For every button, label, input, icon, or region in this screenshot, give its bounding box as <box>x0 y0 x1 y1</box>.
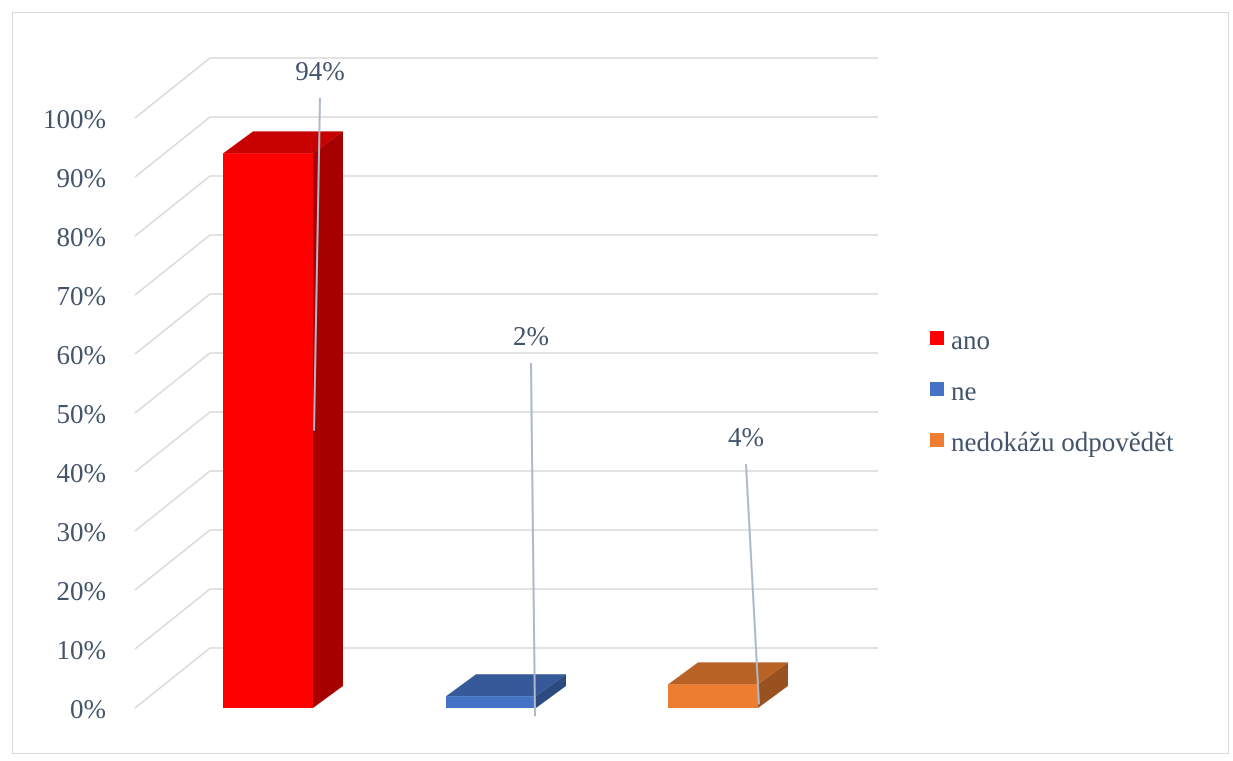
legend-label: ne <box>951 376 977 406</box>
data-label: 4% <box>728 422 764 452</box>
gridline-side <box>134 529 211 591</box>
bar <box>223 131 343 708</box>
gridline-side <box>134 57 211 119</box>
y-tick-label: 80% <box>57 222 107 252</box>
bar-top <box>223 131 343 154</box>
leader-line <box>745 463 760 705</box>
gridline-side <box>134 411 211 473</box>
bar <box>446 674 566 708</box>
legend: ano ne nedokážu odpovědět <box>930 325 1174 457</box>
gridline-side <box>134 470 211 532</box>
bars <box>223 131 788 708</box>
y-axis-labels: 0% 10% 20% 30% 40% 50% 60% 70% 80% 90% 100% <box>43 104 106 724</box>
gridline-side <box>134 293 211 355</box>
y-tick-label: 10% <box>57 635 107 665</box>
gridline-side <box>134 116 211 178</box>
data-labels: 94% 2% 4% <box>295 56 764 452</box>
legend-label: nedokážu odpovědět <box>951 427 1174 457</box>
bar-side <box>536 674 566 708</box>
y-tick-label: 20% <box>57 576 107 606</box>
y-tick-label: 30% <box>57 517 107 547</box>
legend-swatch <box>930 382 944 396</box>
y-tick-label: 40% <box>57 458 107 488</box>
y-tick-label: 70% <box>57 281 107 311</box>
bar-side <box>313 131 343 708</box>
data-label: 94% <box>295 56 345 86</box>
gridline-side <box>134 234 211 296</box>
leader-lines <box>313 97 760 717</box>
gridline-side <box>134 588 211 650</box>
legend-label: ano <box>951 325 990 355</box>
leader-line <box>530 362 536 717</box>
y-tick-label: 0% <box>70 694 106 724</box>
y-tick-label: 50% <box>57 399 107 429</box>
y-tick-label: 60% <box>57 340 107 370</box>
legend-swatch <box>930 433 944 447</box>
y-tick-label: 100% <box>43 104 106 134</box>
data-label: 2% <box>513 321 549 351</box>
chart-frame <box>12 12 1229 754</box>
bar-front <box>223 153 313 708</box>
gridline-side <box>134 352 211 414</box>
bar-front <box>668 684 758 708</box>
bar-top <box>446 674 566 697</box>
gridline-side <box>134 175 211 237</box>
leader-line <box>313 97 321 431</box>
legend-swatch <box>930 331 944 345</box>
gridline-side <box>134 647 211 709</box>
bar-side <box>758 662 788 708</box>
bar-front <box>446 696 536 708</box>
y-tick-label: 90% <box>57 163 107 193</box>
bar <box>668 662 788 708</box>
